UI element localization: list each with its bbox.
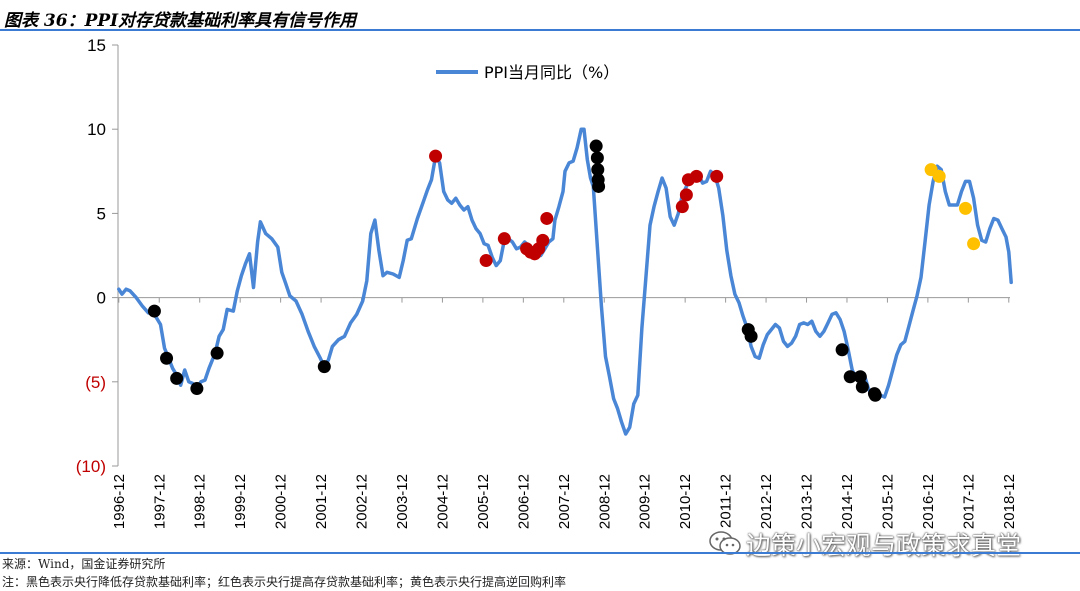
x-tick-label: 2002-12 (354, 474, 371, 529)
marker-red (689, 169, 703, 183)
marker-black (160, 351, 174, 365)
footer-note: 注：黑色表示央行降低存贷款基础利率；红色表示央行提高存贷款基础利率；黄色表示央行… (2, 575, 567, 589)
x-tick-label: 2010-12 (677, 474, 694, 529)
chart-legend: PPI当月同比（%） (436, 63, 619, 82)
x-tick-label: 2012-12 (758, 474, 775, 529)
marker-red (540, 211, 554, 225)
marker-red (675, 200, 689, 214)
y-tick-label: 10 (87, 120, 106, 139)
y-tick-label: 0 (97, 289, 106, 308)
marker-black (835, 343, 849, 357)
marker-red (497, 232, 511, 246)
marker-red (710, 169, 724, 183)
marker-black (589, 139, 603, 153)
marker-yellow (932, 169, 946, 183)
x-tick-label: 2011-12 (718, 474, 735, 528)
legend-label: PPI当月同比（%） (484, 63, 619, 82)
marker-red (429, 149, 443, 163)
x-axis: 1996-12 1997-12 1998-12 1999-12 2000-12 2001-… (111, 297, 1018, 529)
y-tick-label: 15 (87, 36, 106, 55)
marker-black (592, 179, 606, 193)
wechat-icon (709, 531, 741, 555)
marker-black (210, 346, 224, 360)
x-tick-label: 2008-12 (596, 474, 613, 529)
x-tick-label: 1996-12 (111, 474, 128, 529)
marker-yellow (959, 201, 973, 215)
marker-black (170, 371, 184, 385)
title-divider (0, 29, 1080, 31)
marker-black (853, 370, 867, 384)
x-tick-label: 1998-12 (192, 474, 209, 529)
marker-red (679, 188, 693, 202)
marker-black (868, 388, 882, 402)
x-tick-label: 2013-12 (799, 474, 816, 529)
x-tick-label: 2009-12 (637, 474, 654, 529)
x-tick-label: 2004-12 (434, 474, 451, 529)
y-tick-label: 5 (97, 204, 106, 223)
y-axis: 15 10 5 0 (5) (10) (76, 36, 119, 476)
x-tick-label: 2006-12 (515, 474, 532, 529)
footer-divider (0, 552, 1080, 554)
x-tick-label: 1999-12 (232, 474, 249, 529)
x-tick-label: 1997-12 (151, 474, 168, 529)
marker-black (147, 304, 161, 318)
marker-yellow (967, 237, 981, 251)
marker-red (536, 233, 550, 247)
y-tick-label: (5) (85, 373, 106, 392)
watermark-text: 边策小宏观与政策求真堂 (746, 531, 1022, 560)
marker-layer (147, 139, 981, 402)
marker-black (590, 151, 604, 165)
x-tick-label: 2003-12 (394, 474, 411, 529)
figure-title: 图表 36：PPI对存贷款基础利率具有信号作用 (4, 11, 357, 31)
marker-black (855, 380, 869, 394)
x-tick-label: 2015-12 (879, 474, 896, 529)
marker-black (190, 382, 204, 396)
y-tick-label: (10) (76, 457, 106, 476)
marker-red (479, 254, 493, 268)
x-tick-label: 2001-12 (313, 474, 330, 529)
x-tick-label: 2018-12 (1001, 474, 1018, 529)
x-tick-label: 2017-12 (960, 474, 977, 529)
x-tick-label: 2005-12 (475, 474, 492, 529)
x-tick-label: 2007-12 (556, 474, 573, 529)
x-tick-label: 2016-12 (920, 474, 937, 529)
marker-black (843, 370, 857, 384)
marker-black (317, 360, 331, 374)
footer-source: 来源：Wind，国金证券研究所 (2, 557, 166, 571)
ppi-line-chart: 15 10 5 0 (5) (10) 1996-12 1997-12 1998-12 1999-… (76, 36, 1018, 529)
x-tick-label: 2000-12 (273, 474, 290, 529)
x-tick-label: 2014-12 (839, 474, 856, 529)
marker-black (591, 163, 605, 177)
marker-black (744, 329, 758, 343)
